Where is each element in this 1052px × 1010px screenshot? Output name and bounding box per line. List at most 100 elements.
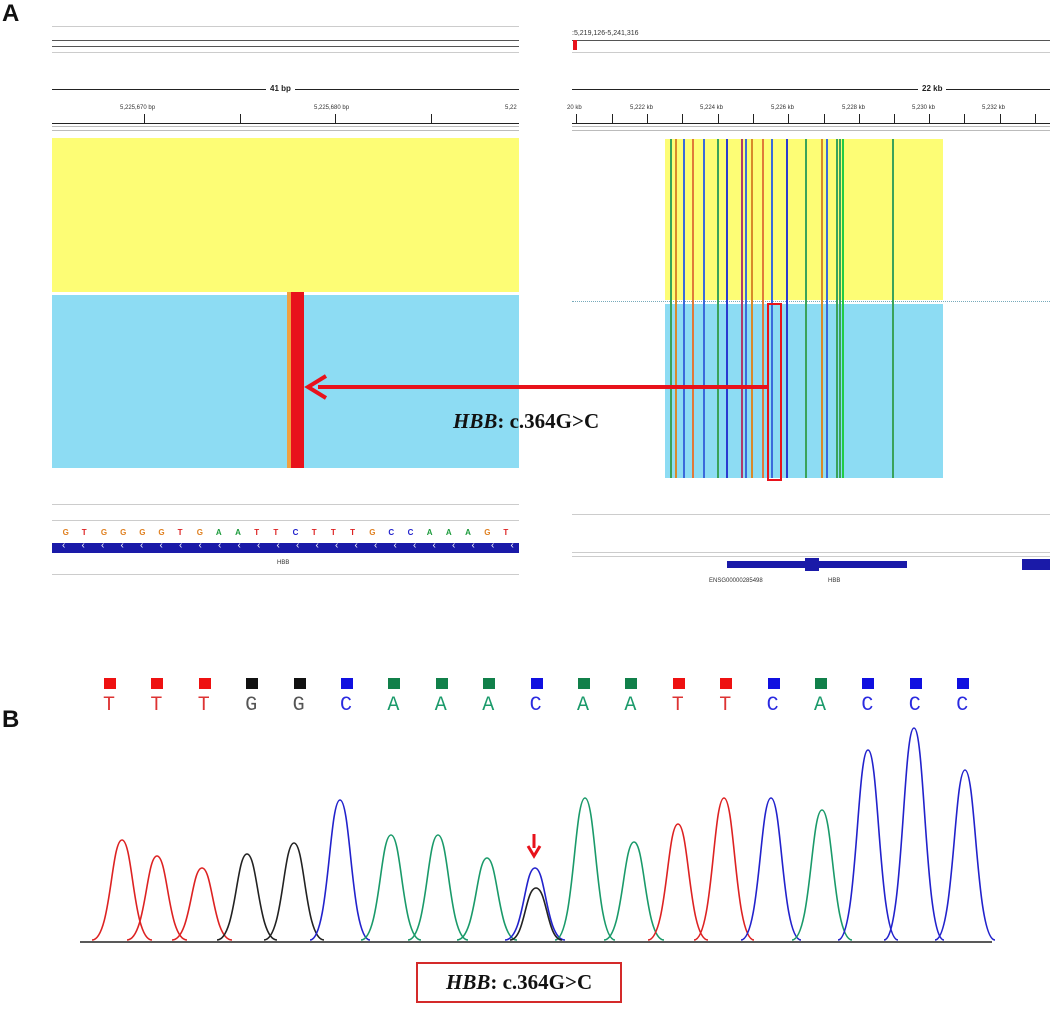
base-call: A xyxy=(577,694,590,717)
igv-right-view: :5,219,126-5,241,316 22 kb 20 kb 5,222 k… xyxy=(567,26,1050,596)
chromatogram-peak xyxy=(791,809,853,941)
right-blue-track xyxy=(665,304,943,478)
quality-marker xyxy=(767,678,780,689)
quality-marker xyxy=(815,678,827,689)
right-yellow-track xyxy=(665,139,943,300)
ref-base: T xyxy=(311,528,317,537)
left-coord-1: 5,225,670 bp xyxy=(120,105,156,111)
ref-base: T xyxy=(330,528,336,537)
chromatogram-peak xyxy=(126,855,188,941)
left-gene-label: HBB xyxy=(277,560,290,566)
base-call: A xyxy=(814,694,827,717)
variant-pointer-arrow xyxy=(526,834,542,859)
base-call: C xyxy=(340,694,353,717)
ref-base: T xyxy=(350,528,355,537)
chromatogram-peak xyxy=(693,797,755,941)
quality-marker xyxy=(530,678,543,689)
ref-base: C xyxy=(407,528,414,537)
left-coord-2: 5,225,680 bp xyxy=(314,105,350,111)
ref-base: A xyxy=(445,528,452,537)
chromatogram-peak xyxy=(837,749,899,941)
right-coord-3: 5,224 kb xyxy=(700,105,724,111)
right-coord-4: 5,226 kb xyxy=(771,105,795,111)
base-call: C xyxy=(956,694,969,717)
quality-marker xyxy=(578,678,590,689)
quality-marker xyxy=(720,678,733,689)
base-call: A xyxy=(434,694,447,717)
quality-marker xyxy=(341,678,353,689)
ref-base: G xyxy=(196,528,203,537)
ref-base: A xyxy=(465,528,471,537)
right-gene-label-2: HBB xyxy=(828,578,841,584)
ref-base: T xyxy=(177,528,183,537)
chromatogram-peak xyxy=(309,799,371,941)
left-variant-highlight xyxy=(291,292,304,468)
ref-base: G xyxy=(484,528,491,537)
quality-marker xyxy=(862,678,875,689)
chromatogram-peak xyxy=(740,797,802,941)
quality-marker xyxy=(388,678,401,689)
base-call: A xyxy=(624,694,637,717)
ref-base: C xyxy=(292,528,299,537)
quality-marker xyxy=(672,678,685,689)
ref-base: T xyxy=(503,528,509,537)
base-call: A xyxy=(482,694,495,717)
variant-arrow xyxy=(304,374,768,400)
gene-track-left xyxy=(52,543,519,553)
igv-left-view: 41 bp 5,225,670 bp 5,225,680 bp 5,22 G T G… xyxy=(52,26,519,596)
chromatogram-peak xyxy=(647,823,709,941)
ref-base: C xyxy=(388,528,395,537)
quality-marker xyxy=(246,678,259,689)
locus-label: :5,219,126-5,241,316 xyxy=(572,30,639,37)
quality-marker xyxy=(293,678,306,689)
left-coord-3: 5,22 xyxy=(505,105,517,111)
right-coord-5: 5,228 kb xyxy=(842,105,866,111)
chromatogram-peak xyxy=(456,857,518,941)
chromatogram-peak xyxy=(504,867,566,941)
chromatogram-peak xyxy=(91,839,153,941)
ref-base: T xyxy=(254,528,260,537)
right-coord-1: 20 kb xyxy=(567,105,582,111)
left-blue-track xyxy=(52,295,519,468)
chromatogram-peak xyxy=(554,797,616,941)
chromatogram-peak xyxy=(171,867,233,941)
quality-marker xyxy=(104,678,116,689)
chromatogram-peak xyxy=(883,727,945,941)
chromatogram-peak xyxy=(360,834,422,941)
chromatogram-peak xyxy=(216,853,278,941)
quality-marker xyxy=(198,678,211,689)
quality-marker xyxy=(625,678,638,689)
base-call: C xyxy=(861,694,874,717)
chromatogram-peak xyxy=(263,842,325,941)
left-width-label: 41 bp xyxy=(266,84,295,93)
base-call: C xyxy=(908,694,921,717)
variant-box-right xyxy=(767,303,782,481)
base-call: C xyxy=(529,694,542,717)
base-call: C xyxy=(766,694,779,717)
panel-a-variant-label: HBB: c.364G>C xyxy=(453,409,600,433)
ref-base: G xyxy=(158,528,165,537)
chromatogram-peak xyxy=(934,769,996,941)
base-call: T xyxy=(197,694,210,717)
left-yellow-track xyxy=(52,138,519,292)
panel-b-label: B xyxy=(2,706,20,733)
ref-base: G xyxy=(369,528,376,537)
ref-base: G xyxy=(139,528,146,537)
ref-base: T xyxy=(81,528,87,537)
secondary-peak xyxy=(509,887,563,941)
base-call: G xyxy=(292,694,305,717)
chromatogram-peak xyxy=(603,841,665,941)
base-call: T xyxy=(103,694,116,717)
quality-marker xyxy=(151,678,164,689)
ref-base: A xyxy=(235,528,241,537)
panel-b-variant-label: HBB: c.364G>C xyxy=(416,962,623,1003)
quality-marker xyxy=(957,678,970,689)
right-coord-7: 5,232 kb xyxy=(982,105,1006,111)
ref-base: G xyxy=(100,528,108,537)
panel-a-label: A xyxy=(2,0,20,27)
right-width-label: 22 kb xyxy=(918,84,947,93)
right-gene-label-1: ENSG00000285498 xyxy=(709,578,763,584)
